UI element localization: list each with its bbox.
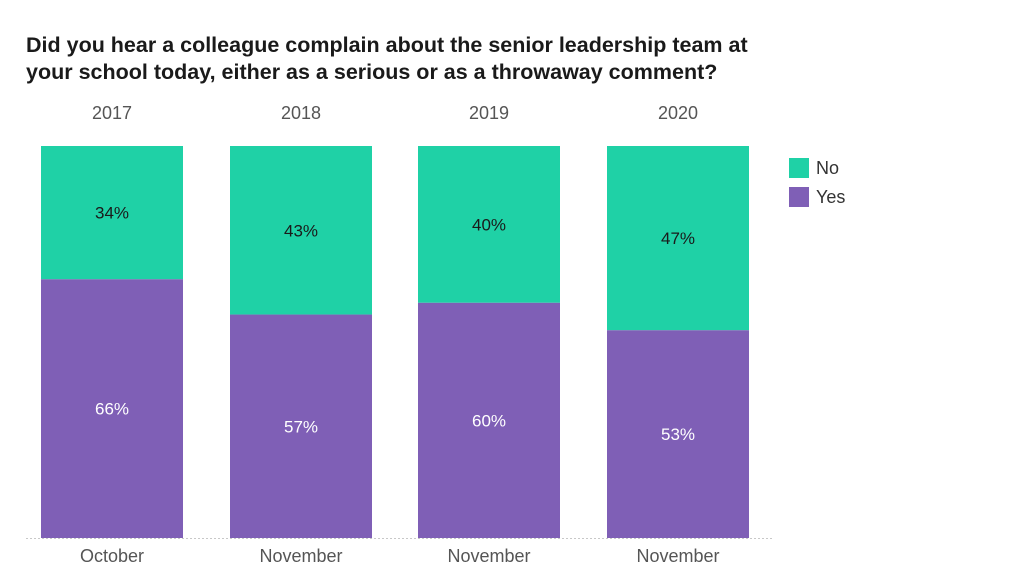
data-label-no-2018: 43% — [284, 221, 318, 240]
x-tick-label: October — [80, 546, 144, 566]
data-label-yes-2018: 57% — [284, 417, 318, 436]
column-header-2020: 2020 — [658, 103, 698, 123]
column-header-2018: 2018 — [281, 103, 321, 123]
bar-no-2018 — [230, 146, 372, 315]
data-label-no-2017: 34% — [95, 204, 129, 223]
data-label-yes-2017: 66% — [95, 400, 129, 419]
column-header-2019: 2019 — [469, 103, 509, 123]
bar-yes-2018 — [230, 314, 372, 538]
bar-yes-2017 — [41, 279, 183, 538]
legend-swatch-no — [789, 158, 809, 178]
data-label-no-2020: 47% — [661, 229, 695, 248]
legend-label-yes: Yes — [816, 187, 845, 207]
bar-no-2019 — [418, 146, 560, 303]
legend-swatch-yes — [789, 187, 809, 207]
bar-no-2020 — [607, 146, 749, 331]
column-header-2017: 2017 — [92, 103, 132, 123]
bar-no-2017 — [41, 146, 183, 280]
legend-label-no: No — [816, 158, 839, 178]
data-label-yes-2020: 53% — [661, 425, 695, 444]
bar-yes-2019 — [418, 302, 560, 538]
data-label-no-2019: 40% — [472, 215, 506, 234]
bar-yes-2020 — [607, 330, 749, 538]
x-tick-label: November — [636, 546, 719, 566]
x-tick-label: November — [259, 546, 342, 566]
chart-title: Did you hear a colleague complain about … — [26, 33, 748, 84]
x-tick-label: November — [447, 546, 530, 566]
data-label-yes-2019: 60% — [472, 411, 506, 430]
